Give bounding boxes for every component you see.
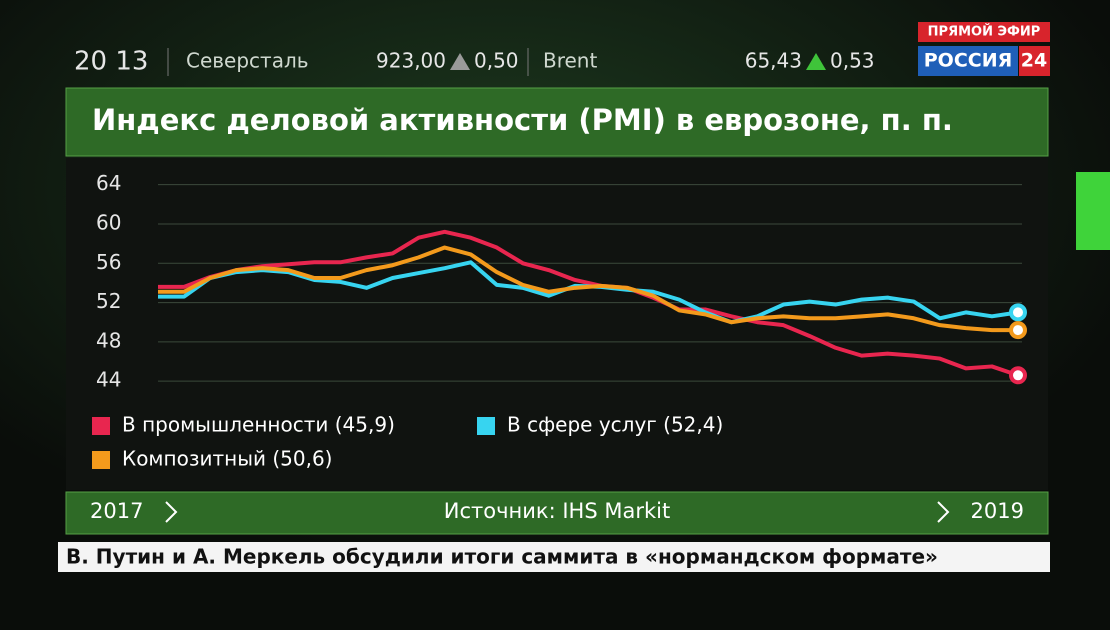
clock: 20 13 bbox=[74, 47, 148, 77]
y-tick-label: 56 bbox=[96, 250, 121, 274]
title-bar bbox=[65, 87, 1049, 157]
end-marker bbox=[1009, 366, 1027, 385]
ticker-name: Brent bbox=[543, 49, 597, 73]
end-marker bbox=[1009, 303, 1027, 322]
y-tick-label: 52 bbox=[96, 289, 121, 313]
headline-bar bbox=[58, 542, 1050, 572]
legend-label: Композитный (50,6) bbox=[122, 447, 332, 471]
logo-channel-bg bbox=[918, 46, 1018, 76]
ticker-price: 923,00 bbox=[376, 49, 446, 73]
end-marker bbox=[1009, 321, 1027, 340]
logo-number-bg bbox=[1019, 46, 1050, 76]
headline: В. Путин и А. Меркель обсудили итоги сам… bbox=[66, 545, 938, 569]
legend-swatch bbox=[92, 417, 110, 435]
x-start-label: 2017 bbox=[90, 499, 143, 523]
legend-label: В промышленности (45,9) bbox=[122, 413, 395, 437]
series-line bbox=[158, 229, 1019, 378]
footer-bar bbox=[65, 491, 1049, 535]
chevron bbox=[165, 501, 178, 523]
y-tick-label: 64 bbox=[96, 171, 121, 195]
legend-label: В сфере услуг (52,4) bbox=[507, 413, 723, 437]
y-tick-label: 44 bbox=[96, 368, 121, 392]
chart-title: Индекс деловой активности (PMI) в еврозо… bbox=[92, 103, 953, 137]
y-tick-label: 48 bbox=[96, 328, 121, 352]
ticker-price: 65,43 bbox=[745, 49, 802, 73]
logo-channel: РОССИЯ bbox=[924, 50, 1013, 72]
chevron bbox=[937, 501, 950, 523]
x-end-label: 2019 bbox=[971, 499, 1024, 523]
ticker-change: 0,53 bbox=[830, 49, 875, 73]
ticker-name: Северсталь bbox=[186, 49, 309, 73]
logo-live: ПРЯМОЙ ЭФИР bbox=[928, 24, 1041, 40]
deco-block bbox=[1076, 172, 1110, 250]
y-tick-label: 60 bbox=[96, 210, 121, 234]
logo-number: 24 bbox=[1021, 50, 1047, 72]
change-arrow bbox=[806, 53, 826, 70]
source: Источник: IHS Markit bbox=[444, 499, 670, 523]
series-line bbox=[158, 245, 1018, 333]
legend-swatch bbox=[92, 451, 110, 469]
plot: 44 48 52 56 60 64 В промышленности (45,9) В сфе… bbox=[92, 171, 1027, 471]
logo-live-bg bbox=[918, 22, 1050, 42]
change-arrow bbox=[450, 53, 470, 70]
legend-swatch bbox=[477, 417, 495, 435]
ticker-change: 0,50 bbox=[474, 49, 519, 73]
plot-panel bbox=[66, 158, 1048, 490]
